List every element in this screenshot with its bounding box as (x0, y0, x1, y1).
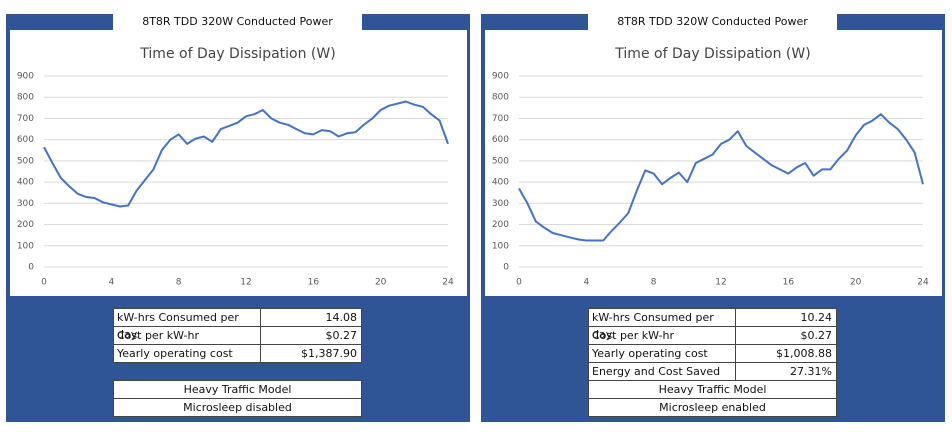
note: Microsleep enabled (588, 399, 837, 417)
row-label: kW-hrs Consumed per day: (114, 309, 261, 341)
chart: Time of Day Dissipation (W)0100200300400… (492, 46, 929, 288)
row-label: Cost per kW-hr (589, 327, 736, 344)
y-tick-label: 900 (492, 72, 509, 82)
y-tick-label: 600 (492, 135, 509, 145)
chart-title: Time of Day Dissipation (W) (614, 46, 810, 62)
line (43, 100, 449, 208)
y-tick-label: 200 (492, 220, 509, 230)
y-tick-label: 400 (17, 178, 34, 188)
chart-area: Time of Day Dissipation (W) 0 100 200 300 400… (10, 30, 467, 296)
chart: Time of Day Dissipation (W)0100200300400… (17, 46, 454, 288)
notes: Heavy Traffic Model Microsleep disabled (113, 380, 362, 417)
x-tick-label: 24 (442, 278, 454, 288)
y-tick-label: 400 (492, 178, 509, 188)
table-row: Yearly operating cost $1,387.90 (113, 345, 362, 363)
y-tick-label: 800 (492, 93, 509, 103)
line (518, 113, 924, 242)
x-tick-label: 8 (651, 278, 657, 288)
y-tick-label: 500 (17, 156, 34, 166)
row-label: Yearly operating cost (114, 345, 261, 362)
y-tick-label: 500 (492, 156, 509, 166)
y-tick-label: 900 (17, 72, 34, 82)
y-tick-label: 300 (492, 199, 509, 209)
row-value: 14.08 (325, 311, 358, 324)
table-row: Cost per kW-hr $0.27 (588, 327, 837, 345)
row-label: Cost per kW-hr (114, 327, 261, 344)
table-row: Cost per kW-hr $0.27 (113, 327, 362, 345)
y-tick-label: 600 (17, 135, 34, 145)
y-tick-label: 0 (503, 263, 509, 273)
y-tick-label: 100 (17, 241, 34, 251)
x-tick-label: 0 (516, 278, 522, 288)
y-tick-label: 800 (17, 93, 34, 103)
chart-area: Time of Day Dissipation (W) 0 100 200 300 400… (485, 30, 942, 296)
notes: Heavy Traffic Model Microsleep enabled (588, 380, 837, 417)
y-tick-label: 300 (17, 199, 34, 209)
x-tick-label: 16 (308, 278, 320, 288)
table-row: Energy and Cost Saved 27.31% (588, 363, 837, 381)
row-value: $0.27 (800, 329, 833, 342)
x-tick-label: 8 (176, 278, 182, 288)
x-tick-label: 20 (850, 278, 862, 288)
y-tick-label: 200 (17, 220, 34, 230)
chart-title: Time of Day Dissipation (W) (139, 46, 335, 62)
note: Heavy Traffic Model (588, 380, 837, 399)
note: Microsleep disabled (113, 399, 362, 417)
x-tick-label: 24 (917, 278, 929, 288)
note: Heavy Traffic Model (113, 380, 362, 399)
table-row: Yearly operating cost $1,008.88 (588, 345, 837, 363)
table-row: kW-hrs Consumed per day: 10.24 (588, 308, 837, 341)
y-tick-label: 0 (28, 263, 34, 273)
y-tick-label: 700 (492, 114, 509, 124)
x-tick-label: 0 (41, 278, 47, 288)
x-tick-label: 4 (108, 278, 114, 288)
panel-header: 8T8R TDD 320W Conducted Power (113, 14, 362, 30)
panel-header: 8T8R TDD 320W Conducted Power (588, 14, 837, 30)
x-tick-label: 12 (240, 278, 251, 288)
x-tick-label: 4 (583, 278, 589, 288)
data-table: kW-hrs Consumed per day: 14.08 Cost per kW… (113, 308, 362, 363)
x-tick-label: 20 (375, 278, 387, 288)
row-label: Energy and Cost Saved (589, 363, 736, 380)
row-value: $1,387.90 (301, 347, 357, 360)
row-label: kW-hrs Consumed per day: (589, 309, 736, 341)
y-tick-label: 700 (17, 114, 34, 124)
data-table: kW-hrs Consumed per day: 10.24 Cost per kW… (588, 308, 837, 381)
row-label: Yearly operating cost (589, 345, 736, 362)
row-value: 10.24 (800, 311, 833, 324)
panel: 8T8R TDD 320W Conducted Power Time of Day… (481, 14, 945, 422)
x-tick-label: 16 (783, 278, 795, 288)
row-value: $1,008.88 (776, 347, 832, 360)
row-value: 27.31% (790, 365, 832, 378)
x-tick-label: 12 (715, 278, 726, 288)
row-value: $0.27 (325, 329, 358, 342)
y-tick-label: 100 (492, 241, 509, 251)
table-row: kW-hrs Consumed per day: 14.08 (113, 308, 362, 341)
panel: 8T8R TDD 320W Conducted Power Time of Day… (6, 14, 470, 422)
